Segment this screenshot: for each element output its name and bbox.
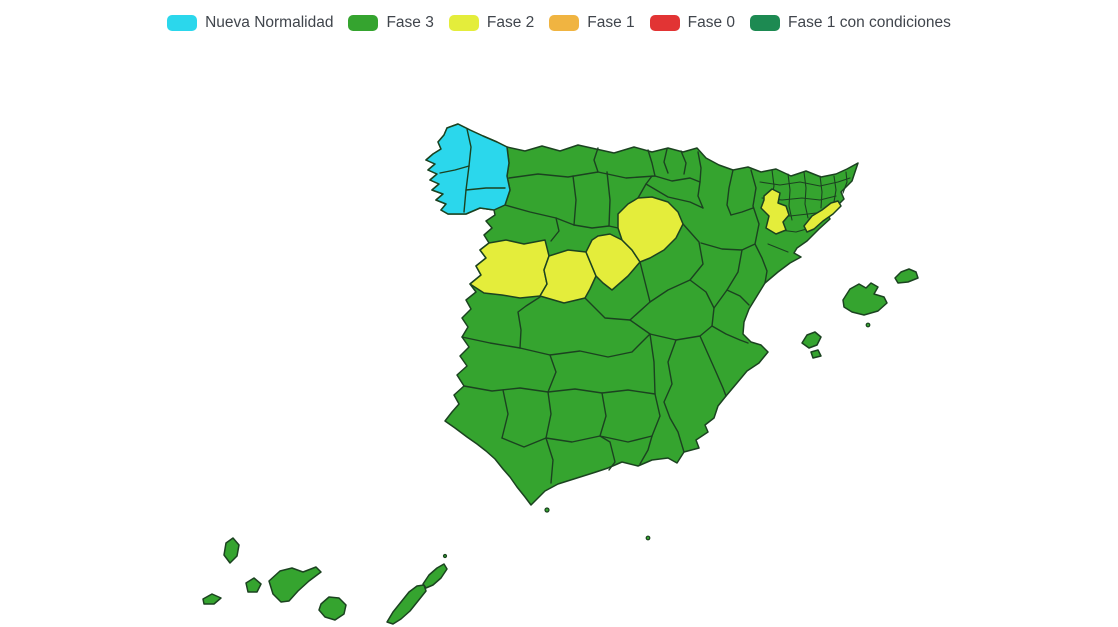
legend-swatch-fase-3 xyxy=(348,15,379,31)
balearic-islands-group[interactable] xyxy=(801,268,919,359)
island-la-gomera[interactable] xyxy=(245,577,262,593)
region-mainland[interactable] xyxy=(425,123,859,506)
legend-label: Fase 1 con condiciones xyxy=(788,14,951,32)
region-melilla[interactable] xyxy=(645,535,651,541)
island-lanzarote[interactable] xyxy=(422,563,448,589)
legend-swatch-fase-2 xyxy=(448,15,479,31)
legend-item-fase-3[interactable]: Fase 3 xyxy=(348,14,434,32)
island-el-hierro[interactable] xyxy=(202,593,222,605)
galicia-province-borders xyxy=(439,128,506,213)
legend-swatch-fase-0 xyxy=(649,15,680,31)
legend-item-fase-1[interactable]: Fase 1 xyxy=(549,14,635,32)
region-barcelona[interactable] xyxy=(803,200,842,233)
legend-item-fase-0[interactable]: Fase 0 xyxy=(649,14,736,32)
region-avila[interactable] xyxy=(539,249,597,304)
legend-label: Nueva Normalidad xyxy=(205,14,334,32)
island-tenerife[interactable] xyxy=(268,566,322,603)
legend-label: Fase 2 xyxy=(486,14,535,32)
island-la-graciosa xyxy=(442,553,448,559)
region-ceuta[interactable] xyxy=(544,507,550,513)
legend-label: Fase 1 xyxy=(587,14,635,32)
legend-item-fase-2[interactable]: Fase 2 xyxy=(448,14,535,32)
legend: Nueva Normalidad Fase 3 Fase 2 Fase 1 Fa… xyxy=(0,15,1118,31)
province-borders xyxy=(461,146,768,484)
canary-islands-group[interactable] xyxy=(202,537,448,625)
island-la-palma[interactable] xyxy=(223,537,240,564)
region-soria[interactable] xyxy=(617,196,684,263)
legend-label: Fase 0 xyxy=(687,14,736,32)
island-fuerteventura[interactable] xyxy=(386,584,427,625)
legend-item-fase-1-con-condiciones[interactable]: Fase 1 con condiciones xyxy=(750,15,951,31)
legend-swatch-nueva-normalidad xyxy=(167,15,198,31)
island-formentera[interactable] xyxy=(810,349,822,359)
region-salamanca[interactable] xyxy=(469,239,550,299)
legend-label: Fase 3 xyxy=(386,14,434,32)
legend-swatch-fase-1 xyxy=(549,15,580,31)
region-lleida[interactable] xyxy=(760,188,790,235)
island-cabrera xyxy=(865,322,871,328)
legend-item-nueva-normalidad[interactable]: Nueva Normalidad xyxy=(167,15,333,31)
legend-swatch-fase-1-con-condiciones xyxy=(750,15,781,31)
island-menorca[interactable] xyxy=(894,268,919,284)
island-mallorca[interactable] xyxy=(842,282,888,316)
island-ibiza[interactable] xyxy=(801,331,822,349)
island-gran-canaria[interactable] xyxy=(318,596,347,621)
